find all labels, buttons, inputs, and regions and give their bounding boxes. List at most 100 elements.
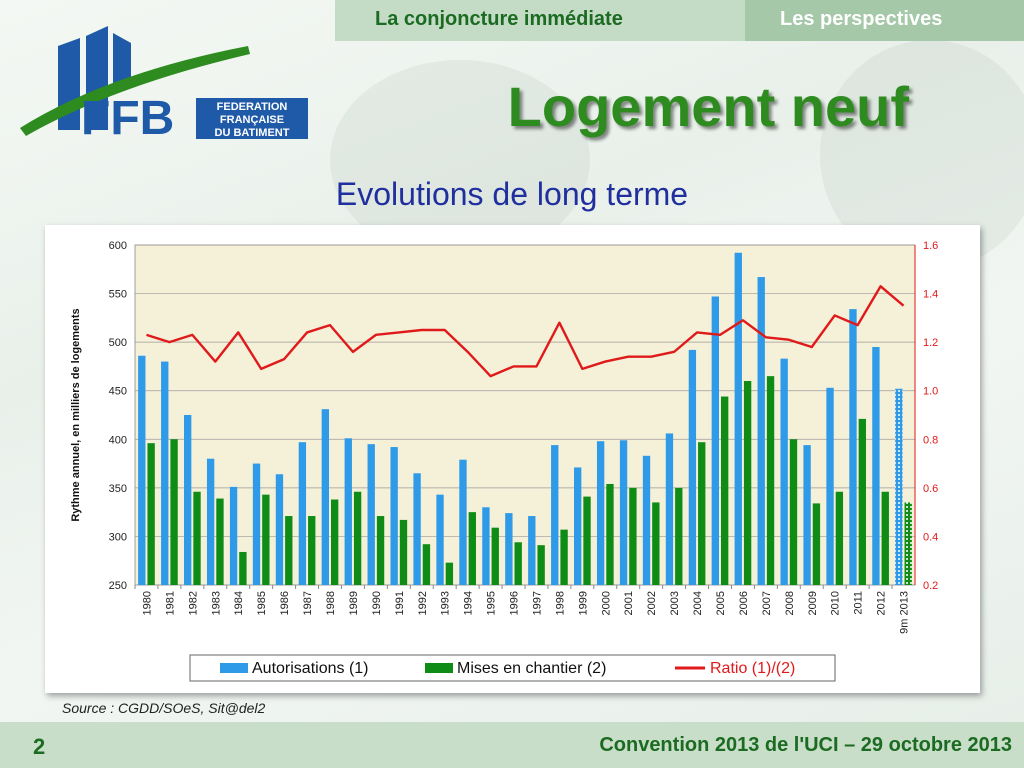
footer-bar xyxy=(0,722,1024,768)
page-number: 2 xyxy=(33,734,46,759)
legend-label-ratio: Ratio (1)/(2) xyxy=(710,660,795,677)
legend-label-autorisations: Autorisations (1) xyxy=(252,660,369,677)
y2-tick-label: 0.8 xyxy=(923,434,938,446)
bar-mises-en-chantier xyxy=(147,443,155,585)
ratio-line xyxy=(146,285,905,378)
bar-mises-en-chantier xyxy=(353,491,362,585)
y-tick-label: 450 xyxy=(109,386,127,398)
page-title: Logement neuf xyxy=(507,75,909,138)
bar-mises-en-chantier xyxy=(239,551,247,585)
y-tick-label: 350 xyxy=(109,483,127,495)
x-tick-label: 1990 xyxy=(371,591,383,615)
ratio-line-layer xyxy=(146,285,905,378)
bar-autorisations xyxy=(711,296,719,585)
bar-autorisations xyxy=(688,349,697,585)
bar-autorisations xyxy=(321,409,329,585)
bar-mises-en-chantier xyxy=(262,494,270,585)
logo-line3: DU BATIMENT xyxy=(215,127,290,139)
x-tick-label: 1982 xyxy=(187,591,199,615)
y-tick-label: 600 xyxy=(109,240,127,252)
x-tick-label: 2004 xyxy=(692,591,704,615)
axes: 600 550 500 450 400 350 300 250 1.6 1.4 1.2 1.0 0.8 0… xyxy=(109,240,939,634)
bar-mises-en-chantier xyxy=(285,516,293,585)
y-tick-label: 250 xyxy=(109,580,127,592)
bar-mises-en-chantier xyxy=(399,519,408,585)
bar-autorisations xyxy=(826,387,834,585)
tab-conjoncture[interactable]: La conjoncture immédiate xyxy=(375,8,623,30)
chart-container: 600 550 500 450 400 350 300 250 1.6 1.4 1.2 1.0 0.8 0… xyxy=(45,225,980,693)
bar-autorisations xyxy=(619,440,628,585)
logo-abbr: FFB xyxy=(81,92,174,143)
header-tab-bar: La conjoncture immédiate Les perspective… xyxy=(335,0,1024,41)
y2-tick-label: 0.4 xyxy=(923,531,938,543)
y2-tick-label: 1.4 xyxy=(923,289,938,301)
bar-autorisations xyxy=(642,455,651,585)
tab-perspectives[interactable]: Les perspectives xyxy=(780,8,943,30)
x-tick-label: 2008 xyxy=(784,591,796,615)
x-tick-label: 1991 xyxy=(394,591,406,615)
x-tick-label: 1999 xyxy=(577,591,589,615)
bar-autorisations xyxy=(872,347,880,585)
bar-autorisations xyxy=(665,433,674,585)
bar-autorisations xyxy=(596,441,605,585)
plot-area xyxy=(134,244,916,586)
bar-mises-en-chantier xyxy=(881,491,889,585)
y-tick-label: 400 xyxy=(109,434,127,446)
bar-mises-en-chantier xyxy=(308,516,316,585)
x-tick-label: 9m 2013 xyxy=(899,591,911,634)
bar-mises-en-chantier xyxy=(514,542,522,585)
bar-autorisations xyxy=(528,516,536,585)
combo-chart: 600 550 500 450 400 350 300 250 1.6 1.4 1.2 1.0 0.8 0… xyxy=(70,240,939,682)
bar-mises-en-chantier xyxy=(766,376,775,585)
bar-mises-en-chantier xyxy=(216,498,224,585)
x-tick-label: 1987 xyxy=(302,591,314,615)
footer-event: Convention 2013 de l'UCI – 29 octobre 20… xyxy=(599,734,1012,756)
bar-mises-en-chantier xyxy=(789,439,798,585)
bar-autorisations xyxy=(734,252,742,585)
y2-tick-label: 1.2 xyxy=(923,337,938,349)
bar-mises-en-chantier xyxy=(675,487,683,585)
bar-mises-en-chantier xyxy=(468,512,476,585)
bar-autorisations xyxy=(551,445,559,585)
x-tick-label: 2002 xyxy=(646,591,658,615)
legend: Autorisations (1) Mises en chantier (2) … xyxy=(189,654,836,682)
y2-tick-label: 1.6 xyxy=(923,240,938,252)
bar-mises-en-chantier xyxy=(743,381,752,585)
x-tick-label: 1989 xyxy=(348,591,360,615)
bar-mises-en-chantier xyxy=(331,499,339,585)
x-tick-label: 2012 xyxy=(876,591,888,615)
y-tick-label: 300 xyxy=(109,531,127,543)
bar-mises-en-chantier xyxy=(606,483,614,585)
x-tick-label: 1981 xyxy=(164,591,176,615)
bar-autorisations xyxy=(803,445,811,585)
x-tick-label: 1994 xyxy=(463,591,475,615)
bar-autorisations xyxy=(390,447,398,585)
bar-autorisations xyxy=(413,473,421,585)
bar-mises-en-chantier xyxy=(835,491,844,585)
x-tick-label: 1988 xyxy=(325,591,337,615)
ffb-logo: FFB FEDERATION FRANÇAISE DU BATIMENT xyxy=(20,26,308,143)
bar-autorisations xyxy=(298,442,307,585)
x-tick-label: 2011 xyxy=(853,591,865,615)
bar-mises-en-chantier xyxy=(812,503,821,585)
x-tick-label: 1995 xyxy=(486,591,498,615)
bar-autorisations xyxy=(574,467,582,585)
bar-autorisations xyxy=(436,494,444,585)
bar-autorisations xyxy=(184,415,192,585)
x-tick-label: 2010 xyxy=(830,591,842,615)
x-tick-label: 1986 xyxy=(279,591,291,615)
x-tick-label: 1997 xyxy=(531,591,543,615)
bar-mises-en-chantier xyxy=(858,418,866,585)
y-tick-label: 550 xyxy=(109,289,127,301)
x-tick-label: 1984 xyxy=(233,591,245,615)
x-tick-label: 2000 xyxy=(600,591,612,615)
x-tick-label: 2007 xyxy=(761,591,773,615)
bar-mises-en-chantier xyxy=(904,502,912,585)
bar-autorisations xyxy=(459,459,467,585)
bar-mises-en-chantier xyxy=(170,439,178,585)
bar-autorisations xyxy=(252,463,261,585)
bar-autorisations xyxy=(275,474,284,585)
y-tick-label: 500 xyxy=(109,337,127,349)
legend-swatch-autorisations xyxy=(220,663,248,673)
bar-mises-en-chantier xyxy=(629,487,637,585)
